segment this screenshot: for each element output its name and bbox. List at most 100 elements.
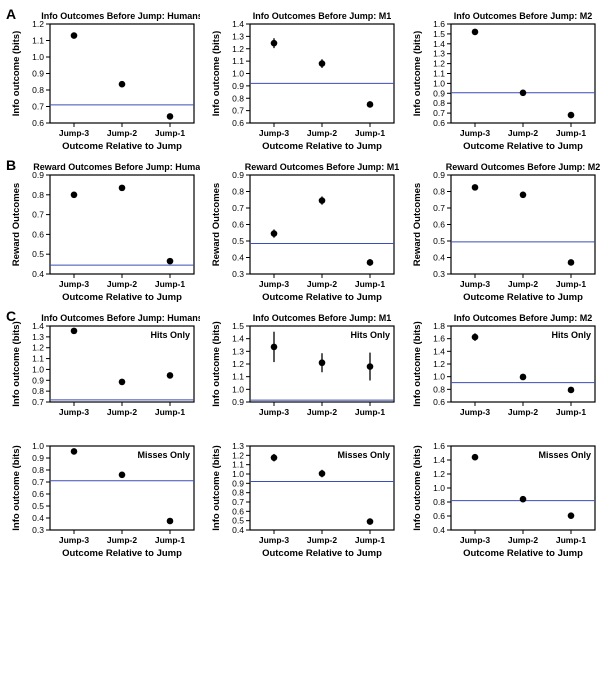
svg-text:0.8: 0.8 <box>32 386 44 396</box>
svg-text:Jump-3: Jump-3 <box>460 407 491 417</box>
svg-text:1.5: 1.5 <box>433 29 445 39</box>
svg-text:0.8: 0.8 <box>233 187 245 197</box>
svg-text:1.0: 1.0 <box>233 469 245 479</box>
svg-text:1.2: 1.2 <box>32 343 44 353</box>
svg-text:1.1: 1.1 <box>32 354 44 364</box>
panel: 0.40.50.60.70.80.9Jump-3Jump-2Jump-1Rewa… <box>8 159 202 304</box>
svg-text:1.4: 1.4 <box>433 39 445 49</box>
svg-text:0.4: 0.4 <box>433 525 445 535</box>
svg-text:Jump-3: Jump-3 <box>460 535 491 545</box>
svg-text:0.7: 0.7 <box>32 397 44 407</box>
svg-text:0.9: 0.9 <box>433 88 445 98</box>
svg-text:1.4: 1.4 <box>233 19 245 29</box>
svg-text:0.6: 0.6 <box>433 220 445 230</box>
svg-text:1.2: 1.2 <box>233 44 245 54</box>
svg-text:1.0: 1.0 <box>433 483 445 493</box>
panel: 0.60.70.80.91.01.11.2Jump-3Jump-2Jump-1I… <box>8 8 202 153</box>
svg-text:Jump-3: Jump-3 <box>259 407 290 417</box>
svg-text:Info outcome (bits): Info outcome (bits) <box>11 31 22 117</box>
svg-text:Jump-1: Jump-1 <box>155 128 186 138</box>
svg-text:1.0: 1.0 <box>32 52 44 62</box>
svg-text:1.3: 1.3 <box>32 332 44 342</box>
svg-text:0.8: 0.8 <box>32 465 44 475</box>
svg-text:Jump-3: Jump-3 <box>59 128 90 138</box>
svg-text:Info outcome (bits): Info outcome (bits) <box>11 445 22 531</box>
svg-text:1.3: 1.3 <box>433 49 445 59</box>
svg-text:0.9: 0.9 <box>233 81 245 91</box>
svg-text:Misses Only: Misses Only <box>338 450 391 460</box>
svg-text:1.5: 1.5 <box>233 321 245 331</box>
svg-text:Info outcome (bits): Info outcome (bits) <box>211 445 222 531</box>
svg-text:Info Outcomes Before Jump: Hum: Info Outcomes Before Jump: Humans <box>41 11 200 21</box>
row-B: B0.40.50.60.70.80.9Jump-3Jump-2Jump-1Rew… <box>8 159 603 304</box>
svg-text:0.5: 0.5 <box>233 236 245 246</box>
panel: 0.30.40.50.60.70.80.9Jump-3Jump-2Jump-1R… <box>409 159 603 304</box>
svg-text:Jump-3: Jump-3 <box>259 128 290 138</box>
svg-text:0.8: 0.8 <box>433 98 445 108</box>
svg-text:Jump-2: Jump-2 <box>107 279 138 289</box>
svg-text:Reward Outcomes: Reward Outcomes <box>11 183 22 266</box>
svg-text:1.2: 1.2 <box>233 359 245 369</box>
svg-text:Hits Only: Hits Only <box>351 330 391 340</box>
svg-text:Jump-3: Jump-3 <box>59 407 90 417</box>
svg-text:Info outcome (bits): Info outcome (bits) <box>412 321 423 407</box>
svg-text:Jump-2: Jump-2 <box>107 407 138 417</box>
svg-text:Jump-2: Jump-2 <box>508 128 539 138</box>
svg-text:Outcome Relative to Jump: Outcome Relative to Jump <box>262 548 382 559</box>
svg-text:0.3: 0.3 <box>32 525 44 535</box>
svg-text:0.5: 0.5 <box>32 249 44 259</box>
svg-text:0.5: 0.5 <box>433 236 445 246</box>
svg-text:0.4: 0.4 <box>32 269 44 279</box>
panel-column: 0.91.01.11.21.31.41.5Jump-3Jump-2Jump-1I… <box>208 310 402 560</box>
svg-text:0.6: 0.6 <box>233 118 245 128</box>
svg-text:Jump-1: Jump-1 <box>355 128 386 138</box>
svg-text:0.8: 0.8 <box>233 93 245 103</box>
svg-text:0.9: 0.9 <box>433 170 445 180</box>
svg-text:Jump-2: Jump-2 <box>107 128 138 138</box>
svg-text:1.3: 1.3 <box>233 31 245 41</box>
svg-text:Info outcome (bits): Info outcome (bits) <box>11 321 22 407</box>
svg-text:1.6: 1.6 <box>433 441 445 451</box>
svg-text:Jump-1: Jump-1 <box>155 279 186 289</box>
svg-text:0.4: 0.4 <box>433 253 445 263</box>
svg-text:0.7: 0.7 <box>32 102 44 112</box>
svg-text:1.1: 1.1 <box>433 69 445 79</box>
svg-text:0.8: 0.8 <box>32 190 44 200</box>
svg-text:1.4: 1.4 <box>233 334 245 344</box>
svg-text:Info outcome (bits): Info outcome (bits) <box>211 31 222 117</box>
svg-text:Hits Only: Hits Only <box>551 330 591 340</box>
svg-text:Jump-3: Jump-3 <box>259 279 290 289</box>
svg-text:Reward Outcomes: Reward Outcomes <box>211 183 222 266</box>
svg-text:0.6: 0.6 <box>233 220 245 230</box>
svg-text:0.9: 0.9 <box>32 453 44 463</box>
svg-text:Info outcome (bits): Info outcome (bits) <box>211 321 222 407</box>
svg-text:1.0: 1.0 <box>433 78 445 88</box>
svg-text:1.8: 1.8 <box>433 321 445 331</box>
svg-text:Jump-1: Jump-1 <box>556 128 587 138</box>
svg-text:0.6: 0.6 <box>32 118 44 128</box>
svg-text:Jump-1: Jump-1 <box>556 279 587 289</box>
svg-text:Info outcome (bits): Info outcome (bits) <box>412 31 423 117</box>
svg-text:0.3: 0.3 <box>433 269 445 279</box>
svg-text:0.9: 0.9 <box>32 69 44 79</box>
svg-text:1.1: 1.1 <box>233 56 245 66</box>
svg-text:Jump-2: Jump-2 <box>307 407 338 417</box>
svg-text:Outcome Relative to Jump: Outcome Relative to Jump <box>62 548 182 559</box>
svg-text:Misses Only: Misses Only <box>137 450 190 460</box>
svg-text:Hits Only: Hits Only <box>150 330 190 340</box>
svg-text:0.8: 0.8 <box>433 187 445 197</box>
panel-column: 0.70.80.91.01.11.21.31.4Jump-3Jump-2Jump… <box>8 310 202 560</box>
svg-text:Reward Outcomes Before Jump: M: Reward Outcomes Before Jump: M2 <box>445 162 600 172</box>
svg-text:Misses Only: Misses Only <box>538 450 591 460</box>
svg-text:Jump-2: Jump-2 <box>307 279 338 289</box>
svg-text:1.6: 1.6 <box>433 19 445 29</box>
svg-text:1.1: 1.1 <box>32 36 44 46</box>
svg-text:0.6: 0.6 <box>433 397 445 407</box>
svg-text:1.4: 1.4 <box>433 346 445 356</box>
svg-text:Info outcome (bits): Info outcome (bits) <box>412 445 423 531</box>
panel: 0.60.70.80.91.01.11.21.31.41.51.6Jump-3J… <box>409 8 603 153</box>
svg-text:0.9: 0.9 <box>233 478 245 488</box>
svg-text:Jump-1: Jump-1 <box>355 535 386 545</box>
row-C: C0.70.80.91.01.11.21.31.4Jump-3Jump-2Jum… <box>8 310 603 560</box>
svg-text:Info Outcomes Before Jump: M2: Info Outcomes Before Jump: M2 <box>453 313 592 323</box>
